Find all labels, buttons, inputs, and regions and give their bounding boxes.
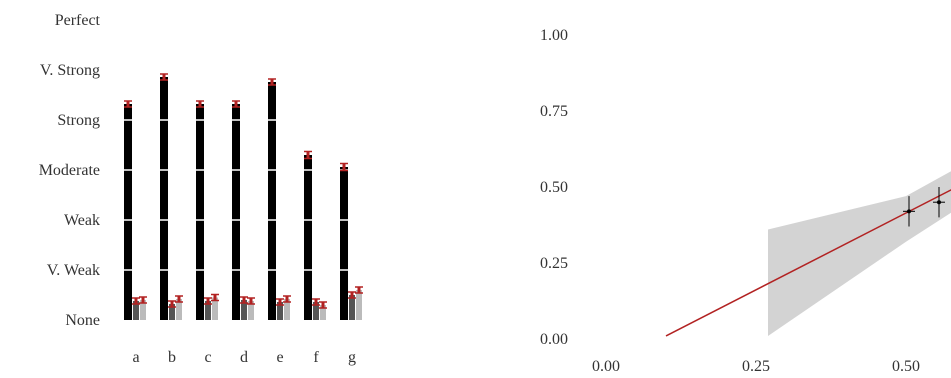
bar-gridlines — [118, 19, 370, 271]
bar — [313, 302, 319, 320]
bar — [133, 301, 139, 320]
bar-y-tick-label: Moderate — [39, 162, 100, 179]
bar-x-tick-labels: a b c d e f g — [132, 349, 356, 366]
bar-x-tick-label: b — [168, 349, 176, 366]
bar-y-tick-label: Weak — [64, 212, 100, 229]
bar-x-tick-label: c — [204, 349, 211, 366]
bar-y-tick-label: V. Weak — [47, 262, 100, 279]
bar — [241, 300, 247, 320]
bar — [160, 77, 168, 320]
bar — [268, 82, 276, 320]
bar — [140, 300, 146, 320]
confidence-band-group — [768, 171, 951, 336]
scatter-y-tick-label: 0.75 — [540, 103, 568, 120]
bar — [176, 299, 182, 320]
scatter-x-tick-label: 0.00 — [592, 358, 620, 375]
bar — [277, 302, 283, 320]
bar-error-bars — [124, 73, 363, 309]
bar — [304, 155, 312, 320]
scatter-point — [937, 200, 941, 205]
scatter-x-tick-label: 0.25 — [742, 358, 770, 375]
bar — [320, 305, 326, 320]
bar — [205, 301, 211, 320]
bar — [232, 104, 240, 320]
scatter-chart-panel: 0.00 0.25 0.50 0.75 1.00 0.00 0.25 0.50 0.75 1.0… — [540, 27, 951, 375]
scatter-x-tick-labels: 0.000.250.500.751.00 — [592, 358, 920, 375]
scatter-point — [907, 209, 911, 214]
bar-marks — [124, 77, 362, 320]
scatter-y-tick-labels: 0.00 0.25 0.50 0.75 1.00 — [540, 27, 568, 348]
bar — [169, 304, 175, 320]
bar-chart-panel: None V. Weak Weak Moderate Strong V. Strong Pe… — [39, 12, 370, 366]
bar — [248, 301, 254, 320]
scatter-y-tick-label: 1.00 — [540, 27, 568, 44]
bar — [196, 104, 204, 320]
bar-y-tick-label: V. Strong — [40, 62, 100, 79]
bar-x-tick-label: f — [313, 349, 319, 366]
bar-x-tick-label: d — [240, 349, 248, 366]
bar-y-tick-label: None — [65, 312, 100, 329]
bar — [356, 290, 362, 320]
scatter-y-tick-label: 0.50 — [540, 179, 568, 196]
bar-y-tick-label: Perfect — [55, 12, 101, 29]
bar-x-tick-label: e — [276, 349, 283, 366]
bar-x-tick-label: g — [348, 349, 356, 366]
bar-y-tick-labels: None V. Weak Weak Moderate Strong V. Strong Pe… — [39, 12, 101, 329]
bar-y-tick-label: Strong — [57, 112, 100, 129]
bar — [284, 299, 290, 320]
confidence-band — [768, 171, 951, 336]
fit-line-group — [665, 189, 951, 337]
scatter-y-tick-label: 0.00 — [540, 331, 568, 348]
scatter-points — [903, 187, 945, 227]
scatter-y-tick-label: 0.25 — [540, 255, 568, 272]
bar-x-tick-label: a — [132, 349, 139, 366]
bar — [212, 297, 218, 320]
bar — [340, 167, 348, 320]
fit-line — [665, 189, 951, 337]
bar — [124, 104, 132, 320]
bar — [349, 295, 355, 320]
scatter-x-tick-label: 0.50 — [892, 358, 920, 375]
